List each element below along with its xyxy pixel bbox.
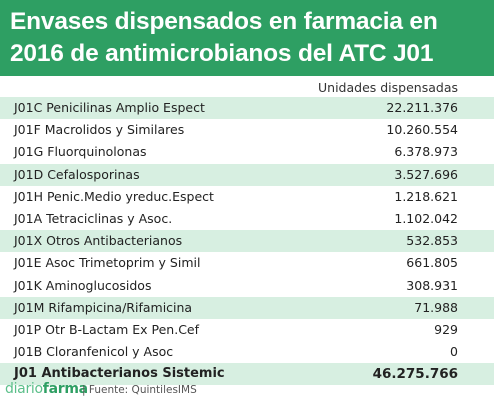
row-value: 661.805: [406, 255, 458, 271]
row-value: 308.931: [406, 277, 458, 293]
table-row: J01D Cefalosporinas 3.527.696: [0, 163, 494, 186]
column-header: Unidades dispensadas: [318, 80, 458, 95]
row-label: J01H Penic.Medio yreduc.Espect: [14, 188, 214, 204]
source-credit: | Fuente: QuintilesIMS: [82, 384, 197, 396]
row-value: 929: [434, 321, 458, 337]
row-value: 0: [450, 344, 458, 360]
total-label: J01 Antibacterianos Sistemic: [14, 366, 225, 382]
row-label: J01B Cloranfenicol y Asoc: [14, 344, 174, 360]
table-row: J01M Rifampicina/Rifamicina 71.988: [0, 296, 494, 319]
total-value: 46.275.766: [372, 366, 458, 383]
table-row: J01C Penicilinas Amplio Espect 22.211.37…: [0, 97, 494, 120]
table-row: J01A Tetraciclinas y Asoc. 1.102.042: [0, 208, 494, 230]
footer: diariofarma | Fuente: QuintilesIMS: [0, 380, 494, 400]
title-line-2: 2016 de antimicrobianos del ATC J01: [10, 40, 434, 67]
row-value: 22.211.376: [386, 100, 458, 115]
row-value: 6.378.973: [394, 144, 458, 160]
row-label: J01D Cefalosporinas: [14, 166, 140, 182]
table-row: J01B Cloranfenicol y Asoc 0: [0, 341, 494, 363]
table-row: J01P Otr B-Lactam Ex Pen.Cef 929: [0, 319, 494, 341]
row-label: J01M Rifampicina/Rifamicina: [14, 299, 193, 315]
row-value: 532.853: [406, 233, 458, 249]
row-value: 3.527.696: [394, 166, 458, 182]
title-banner: Envases dispensados en farmacia en 2016 …: [0, 0, 494, 76]
row-label: J01A Tetraciclinas y Asoc.: [14, 210, 173, 226]
table-row: J01X Otros Antibacterianos 532.853: [0, 230, 494, 253]
row-value: 71.988: [414, 299, 458, 315]
row-label: J01G Fluorquinolonas: [14, 144, 147, 160]
row-value: 1.102.042: [394, 210, 458, 226]
title-line-1: Envases dispensados en farmacia en: [10, 8, 438, 35]
logo-text-light: diario: [5, 381, 43, 397]
row-label: J01P Otr B-Lactam Ex Pen.Cef: [14, 321, 200, 337]
table-row: J01G Fluorquinolonas 6.378.973: [0, 141, 494, 163]
total-row: J01 Antibacterianos Sistemic 46.275.766: [0, 363, 494, 386]
row-label: J01C Penicilinas Amplio Espect: [14, 100, 205, 115]
row-label: J01X Otros Antibacterianos: [14, 233, 183, 249]
row-value: 1.218.621: [394, 188, 458, 204]
table-row: J01E Asoc Trimetoprim y Simil 661.805: [0, 252, 494, 274]
table-row: J01K Aminoglucosidos 308.931: [0, 275, 494, 297]
row-value: 10.260.554: [386, 122, 458, 138]
logo-text-bold: farma: [42, 381, 88, 397]
table-row: J01H Penic.Medio yreduc.Espect 1.218.621: [0, 186, 494, 208]
row-label: J01K Aminoglucosidos: [14, 277, 152, 293]
diariofarma-logo: diariofarma: [5, 381, 88, 397]
table-row: J01F Macrolidos y Similares 10.260.554: [0, 119, 494, 141]
data-table: J01C Penicilinas Amplio Espect 22.211.37…: [0, 97, 494, 386]
row-label: J01F Macrolidos y Similares: [14, 122, 185, 138]
row-label: J01E Asoc Trimetoprim y Simil: [14, 255, 201, 271]
